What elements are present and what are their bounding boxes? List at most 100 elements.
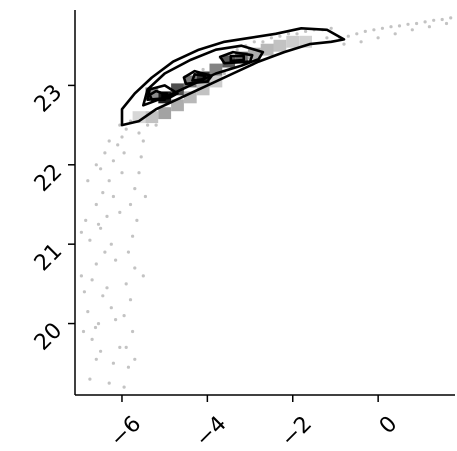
scatter-point (329, 26, 333, 30)
density-cell (299, 35, 312, 48)
scatter-point (410, 28, 414, 32)
contour-line (120, 27, 346, 127)
scatter-point (342, 42, 346, 46)
scatter-point (101, 294, 105, 298)
scatter-point (88, 238, 92, 242)
scatter-point (444, 21, 449, 26)
density-cell (196, 83, 210, 96)
scatter-point (122, 385, 126, 389)
density-cell (235, 51, 248, 64)
scatter-point (304, 29, 308, 33)
density-contours (120, 27, 346, 127)
scatter-point (355, 32, 359, 36)
scatter-point (393, 32, 397, 36)
scatter-point (103, 250, 107, 254)
scatter-point (103, 151, 107, 155)
density-cell (183, 91, 197, 104)
contour-line (218, 50, 254, 65)
scatter-point (235, 48, 239, 52)
scatter-point (440, 17, 444, 22)
scatter-point (79, 230, 83, 234)
density-cell (247, 47, 261, 60)
scatter-point (389, 25, 393, 29)
scatter-point (94, 357, 98, 361)
scatter-point (269, 36, 273, 40)
scatter-point (346, 34, 350, 38)
scatter-point (133, 357, 137, 361)
scatter-point (406, 22, 410, 26)
contour-line (161, 92, 169, 98)
scatter-point (88, 377, 92, 381)
scatter-point (415, 21, 419, 26)
y-tick-label: 22 (30, 159, 67, 196)
scatter-point (101, 191, 105, 195)
scatter-point (90, 278, 94, 282)
x-tick-label: −2 (276, 412, 317, 451)
scatter-point (96, 322, 101, 326)
scatter-point (86, 179, 90, 183)
scatter-point (131, 234, 135, 238)
scatter-point (118, 210, 122, 214)
scatter-point (107, 381, 111, 385)
scatter-point (141, 274, 145, 278)
scatter-point (201, 67, 205, 72)
scatter-point (120, 135, 124, 139)
scatter-point (79, 274, 83, 278)
density-cell (171, 99, 184, 112)
scatter-point (94, 202, 98, 207)
scatter-point (261, 40, 265, 44)
scatter-point (124, 127, 128, 131)
scatter-point (96, 222, 101, 226)
contour-line (142, 44, 265, 107)
scatter-point (109, 242, 113, 246)
density-cell (158, 107, 172, 120)
scatter-point (137, 171, 141, 175)
scatter-point (295, 32, 299, 36)
scatter-point (141, 139, 145, 143)
scatter-point (126, 250, 130, 254)
density-cell (260, 43, 274, 56)
scatter-point (278, 34, 282, 38)
scatter-point (111, 361, 115, 365)
scatter-points (79, 16, 453, 389)
scatter-point (252, 40, 256, 44)
axes: −6 −4 −2 0 20 21 22 23 (30, 10, 455, 451)
scatter-point (128, 298, 133, 302)
scatter-point (372, 28, 376, 32)
density-cell (171, 83, 184, 96)
scatter-point (128, 202, 133, 207)
scatter-point (124, 345, 128, 349)
scatter-point (146, 123, 150, 127)
scatter-point (376, 36, 380, 40)
scatter-point (107, 139, 111, 143)
contour-line (191, 73, 207, 82)
scatter-point (124, 282, 128, 286)
scatter-point (111, 194, 115, 199)
scatter-point (122, 151, 126, 155)
density-cell (209, 63, 223, 76)
scatter-point (143, 194, 147, 199)
scatter-point (99, 349, 103, 353)
scatter-point (222, 71, 226, 76)
scatter-point (99, 167, 103, 171)
y-tick-label: 23 (30, 80, 67, 117)
density-cell (132, 111, 146, 124)
scatter-point (118, 123, 122, 127)
scatter-point (93, 325, 98, 330)
scatter-point (86, 310, 90, 314)
scatter-point (82, 290, 86, 294)
density-cell (183, 75, 197, 88)
contour-line (182, 69, 213, 86)
scatter-point (99, 226, 103, 230)
density-cell (286, 35, 300, 48)
scatter-point (397, 24, 402, 28)
contour-line (229, 54, 245, 63)
scatter-point (120, 171, 124, 175)
x-tick-label: −6 (106, 412, 147, 451)
scatter-point (432, 18, 436, 22)
scatter-point (84, 218, 88, 222)
scatter-point (154, 123, 158, 127)
scatter-point (81, 329, 86, 334)
